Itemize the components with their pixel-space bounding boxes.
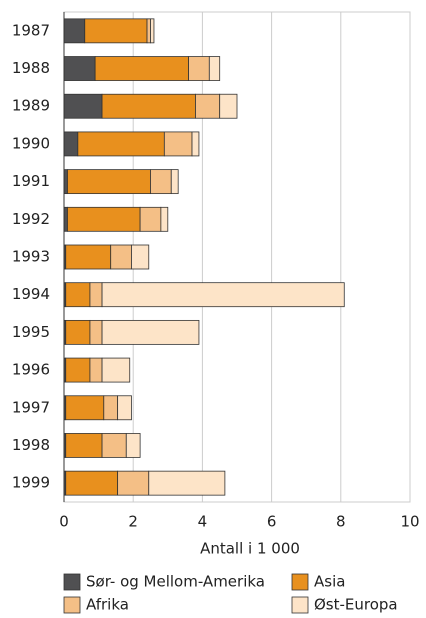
bar-segment: [160, 206, 169, 232]
bar-segment: [188, 56, 210, 81]
bar-segment: [131, 244, 150, 270]
bar-segment: [101, 282, 345, 308]
bar-segment: [101, 93, 196, 119]
y-tick-label: 1997: [12, 398, 50, 416]
bar-segment: [191, 131, 200, 157]
legend-label: Asia: [314, 573, 345, 591]
bar-segment: [101, 433, 127, 458]
bar-segment: [63, 56, 96, 81]
bar-segment: [65, 395, 105, 421]
bar-segment: [117, 470, 150, 496]
bar-segment: [208, 56, 221, 81]
bar-segment: [63, 169, 68, 195]
y-tick-label: 1994: [12, 285, 50, 303]
bar-segment: [150, 169, 172, 195]
x-tick-label: 6: [267, 513, 277, 531]
bar-segment: [219, 93, 238, 119]
bar-segment: [101, 357, 131, 383]
bar-segment: [148, 470, 226, 496]
legend-label: Øst-Europa: [314, 596, 398, 614]
y-tick-label: 1990: [12, 134, 50, 152]
x-axis-title: Antall i 1 000: [200, 540, 300, 558]
bar-segment: [195, 93, 221, 119]
bar-segment: [67, 169, 151, 195]
y-tick-label: 1987: [12, 21, 50, 39]
legend-swatch: [291, 596, 309, 614]
legend-swatch: [63, 573, 81, 591]
y-tick-label: 1988: [12, 59, 50, 77]
bar-segment: [117, 395, 132, 421]
bar-segment: [89, 319, 103, 345]
bar-segment: [94, 56, 189, 81]
y-tick-label: 1992: [12, 210, 50, 228]
legend-swatch: [63, 596, 81, 614]
bar-segment: [125, 433, 141, 458]
bar-segment: [65, 357, 91, 383]
y-tick-label: 1991: [12, 172, 50, 190]
bar-segment: [67, 206, 141, 232]
bar-segment: [65, 282, 91, 308]
bar-segment: [84, 18, 148, 44]
y-tick-label: 1999: [12, 474, 50, 492]
bar-segment: [89, 357, 103, 383]
y-tick-label: 1995: [12, 323, 50, 341]
bar-segment: [65, 470, 119, 496]
bar-segment: [63, 206, 68, 232]
bar-segment: [170, 169, 179, 195]
y-tick-label: 1989: [12, 97, 50, 115]
y-tick-label: 1998: [12, 436, 50, 454]
bar-segment: [146, 18, 151, 44]
x-tick-label: 0: [59, 513, 69, 531]
x-tick-label: 8: [336, 513, 346, 531]
y-tick-label: 1993: [12, 248, 50, 266]
x-tick-label: 4: [198, 513, 208, 531]
bar-segment: [150, 18, 155, 44]
bar-segment: [65, 319, 91, 345]
y-tick-label: 1996: [12, 361, 50, 379]
bar-segment: [139, 206, 162, 232]
bar-segment: [103, 395, 119, 421]
bar-segment: [77, 131, 165, 157]
bar-segment: [65, 433, 103, 458]
x-tick-label: 10: [400, 513, 419, 531]
legend-swatch: [291, 573, 309, 591]
x-tick-label: 2: [128, 513, 138, 531]
bar-segment: [63, 93, 103, 119]
legend-label: Afrika: [86, 596, 129, 614]
bar-segment: [101, 319, 200, 345]
bar-segment: [110, 244, 132, 270]
bar-segment: [163, 131, 193, 157]
bar-segment: [63, 131, 79, 157]
bar-segment: [89, 282, 103, 308]
bar-segment: [63, 18, 86, 44]
legend-label: Sør- og Mellom-Amerika: [86, 573, 265, 591]
bar-segment: [65, 244, 112, 270]
